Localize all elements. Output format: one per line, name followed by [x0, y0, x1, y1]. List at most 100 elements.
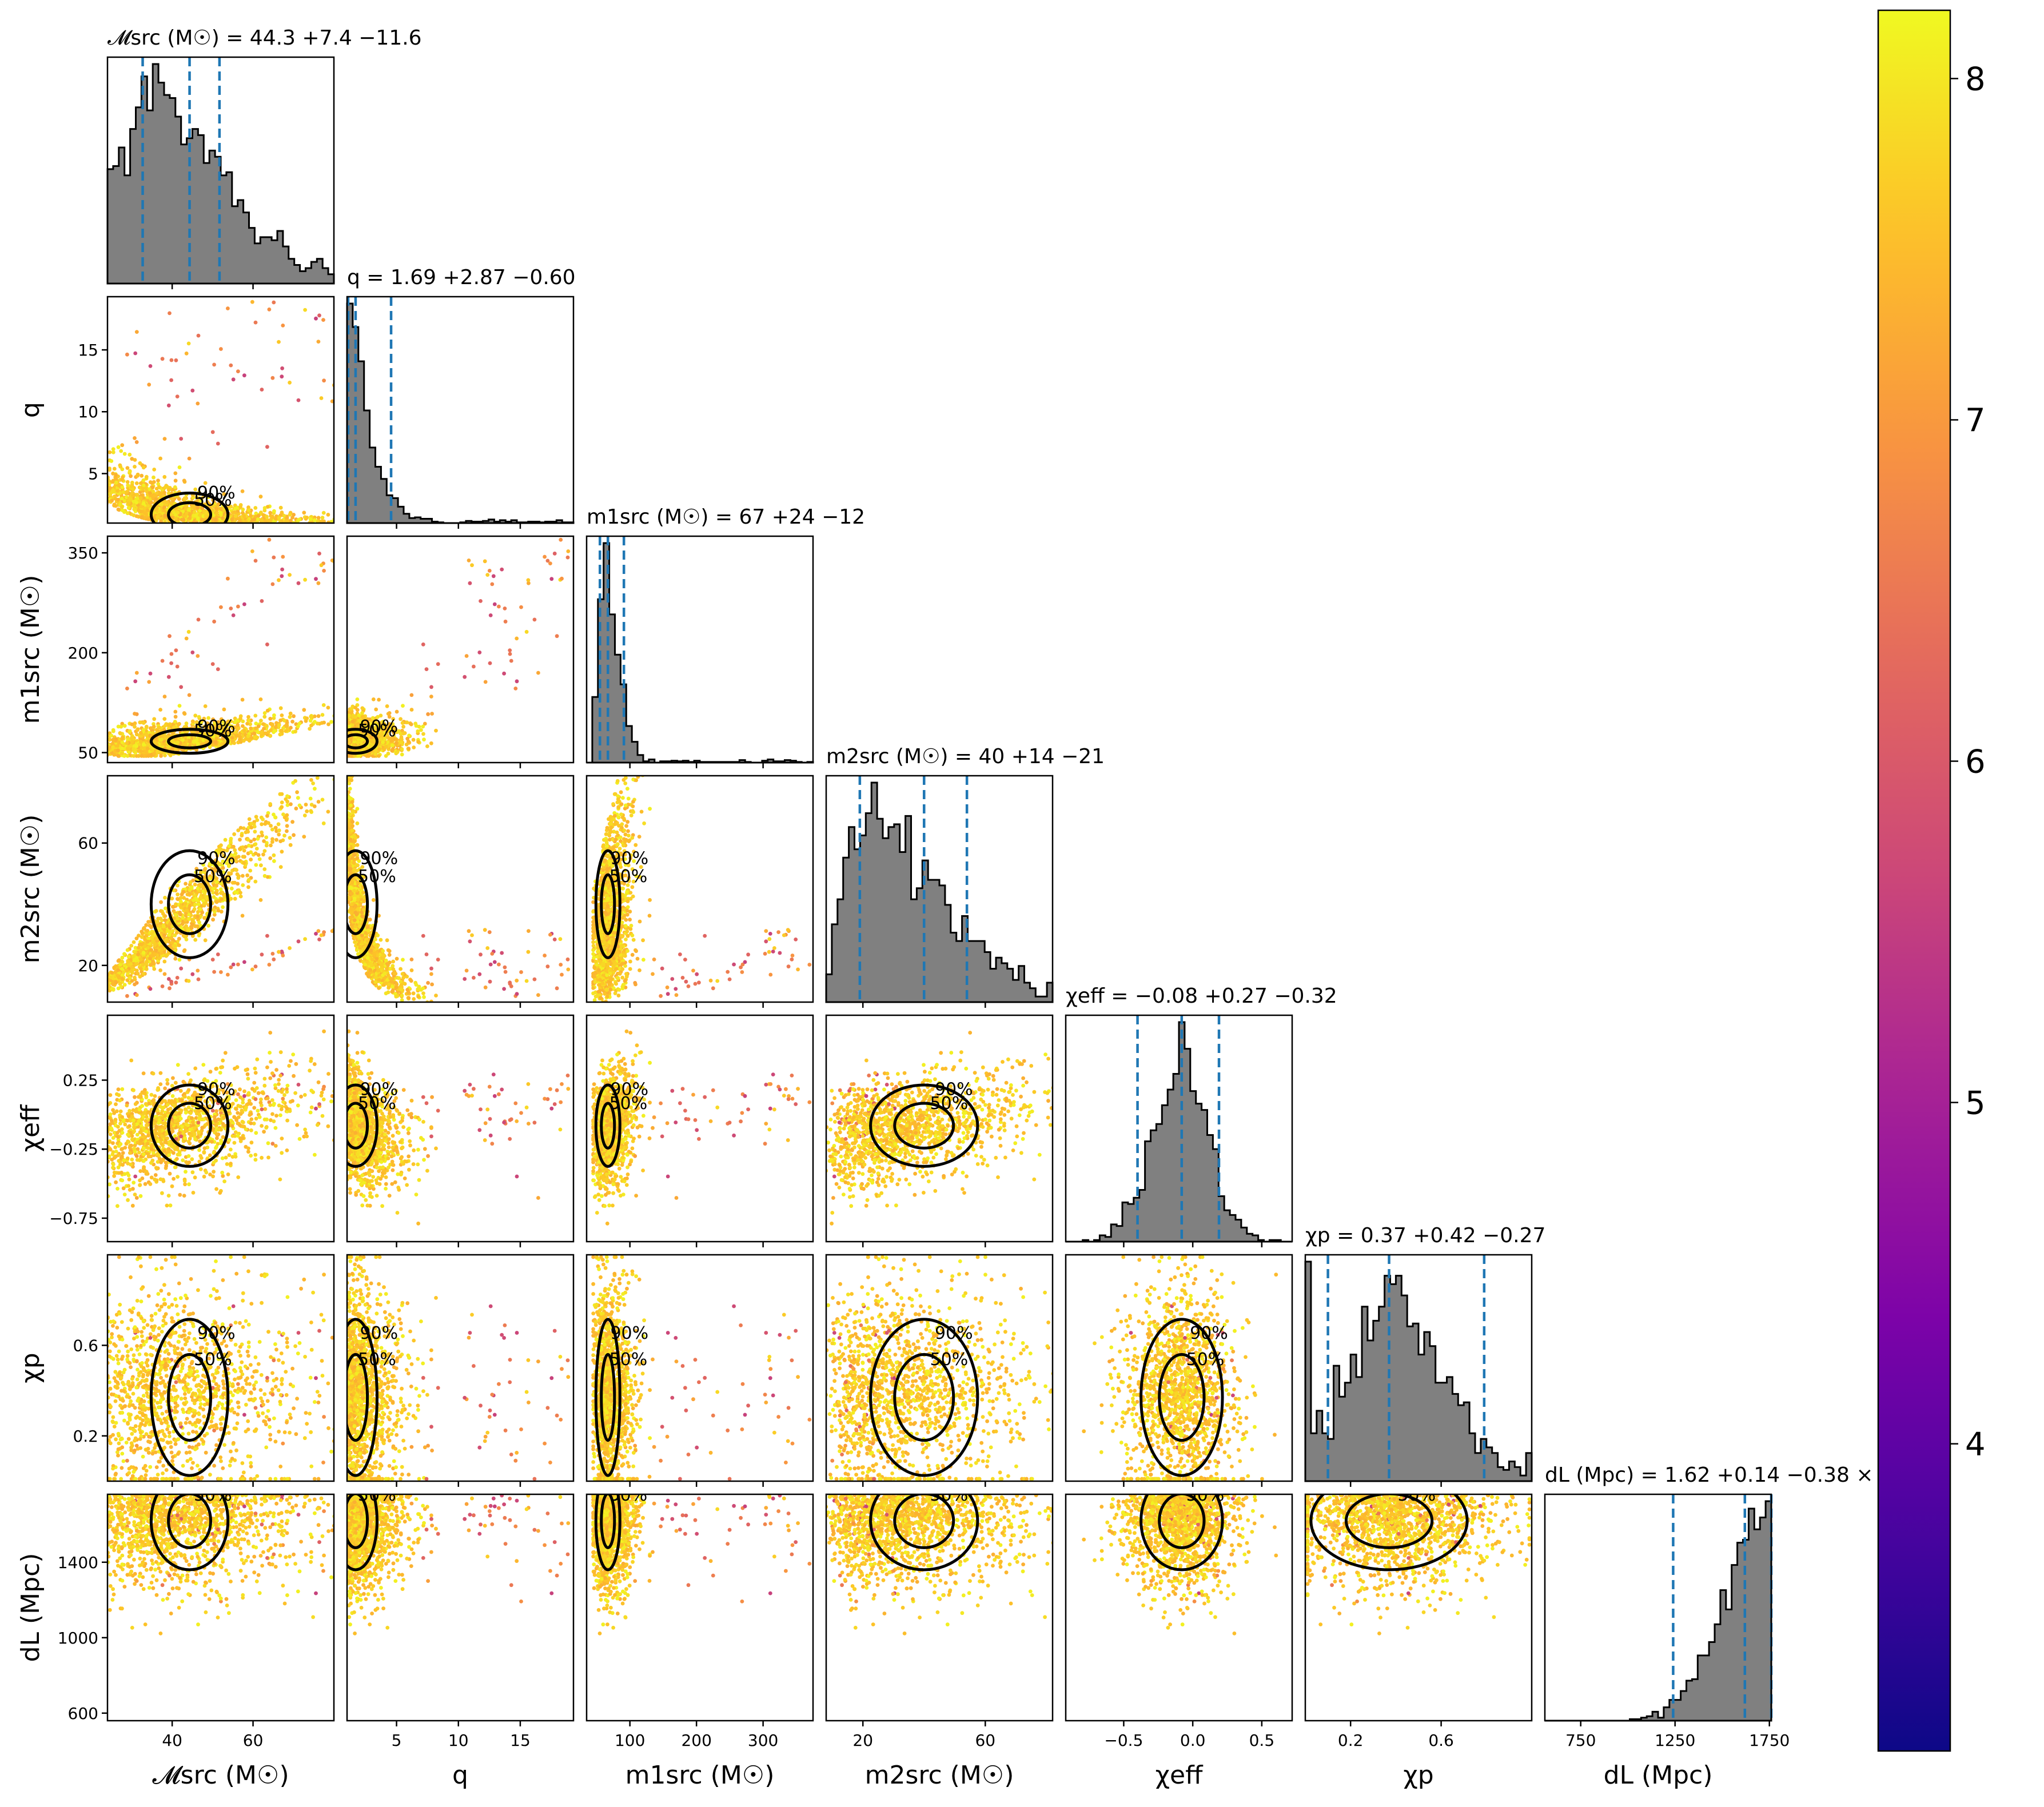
point — [326, 706, 330, 710]
point — [102, 748, 106, 752]
point — [178, 465, 182, 469]
point — [288, 381, 292, 385]
point — [185, 637, 189, 641]
point — [92, 444, 96, 448]
point — [295, 790, 299, 794]
point — [147, 680, 151, 684]
point — [102, 754, 106, 758]
point — [317, 340, 321, 344]
point — [261, 722, 265, 726]
point — [129, 497, 133, 501]
point — [250, 300, 254, 304]
point — [360, 706, 364, 710]
point — [249, 850, 253, 854]
point — [265, 643, 269, 647]
point — [308, 727, 312, 731]
point — [155, 507, 159, 511]
panel-m1-vs-q: 50%90% — [334, 536, 573, 768]
point — [190, 389, 194, 393]
point — [126, 737, 130, 741]
point — [260, 731, 264, 735]
point — [504, 620, 508, 624]
point — [236, 872, 240, 876]
point — [83, 471, 87, 475]
point — [103, 476, 107, 480]
point — [139, 731, 143, 735]
point — [168, 312, 172, 316]
point — [470, 563, 474, 567]
point — [429, 695, 433, 699]
point — [125, 741, 129, 745]
point — [103, 744, 107, 748]
point — [436, 662, 440, 666]
point — [244, 737, 248, 741]
point — [302, 510, 306, 514]
point — [313, 720, 317, 724]
point — [120, 747, 124, 751]
point — [242, 728, 246, 732]
point — [152, 480, 156, 484]
point — [422, 737, 426, 741]
point — [111, 447, 115, 451]
point — [303, 813, 307, 817]
point — [156, 750, 160, 754]
point — [101, 467, 105, 471]
point — [176, 892, 180, 896]
point — [230, 517, 234, 521]
point — [117, 508, 121, 512]
point — [254, 559, 258, 563]
point — [99, 983, 103, 987]
point — [296, 724, 300, 728]
point — [555, 634, 559, 638]
point — [162, 717, 166, 721]
point — [101, 742, 105, 746]
point — [273, 729, 277, 733]
point — [285, 724, 289, 728]
point — [111, 488, 115, 492]
point — [219, 970, 223, 974]
point — [161, 659, 165, 663]
point — [314, 577, 318, 581]
point — [152, 717, 156, 721]
point — [95, 738, 99, 742]
point — [87, 993, 91, 997]
point — [302, 835, 306, 839]
point — [142, 466, 146, 470]
point — [252, 517, 256, 521]
point — [256, 730, 260, 734]
point — [178, 704, 182, 708]
point — [140, 474, 144, 478]
point — [399, 717, 403, 721]
point — [102, 741, 106, 745]
point — [252, 732, 256, 736]
point — [133, 725, 137, 729]
point — [326, 723, 330, 727]
point — [412, 738, 416, 742]
panel-m1-vs-m1: m1src (M☉) = 67 +24 −12 — [587, 505, 865, 768]
point — [190, 651, 194, 655]
point — [338, 721, 342, 725]
point — [508, 652, 512, 656]
point — [322, 569, 326, 573]
point — [184, 514, 188, 518]
point — [241, 855, 245, 859]
point — [142, 478, 146, 482]
point — [138, 720, 142, 724]
point — [92, 737, 96, 741]
point — [102, 754, 106, 758]
point — [360, 711, 364, 715]
point — [101, 466, 105, 470]
point — [249, 825, 253, 829]
point — [184, 882, 188, 886]
point — [102, 976, 106, 980]
point — [285, 829, 289, 833]
point — [352, 737, 356, 741]
point — [173, 472, 177, 476]
point — [247, 719, 251, 723]
point — [153, 494, 157, 498]
point — [271, 583, 275, 587]
point — [421, 643, 425, 647]
point — [219, 511, 223, 515]
point — [83, 996, 87, 1000]
point — [173, 957, 177, 961]
